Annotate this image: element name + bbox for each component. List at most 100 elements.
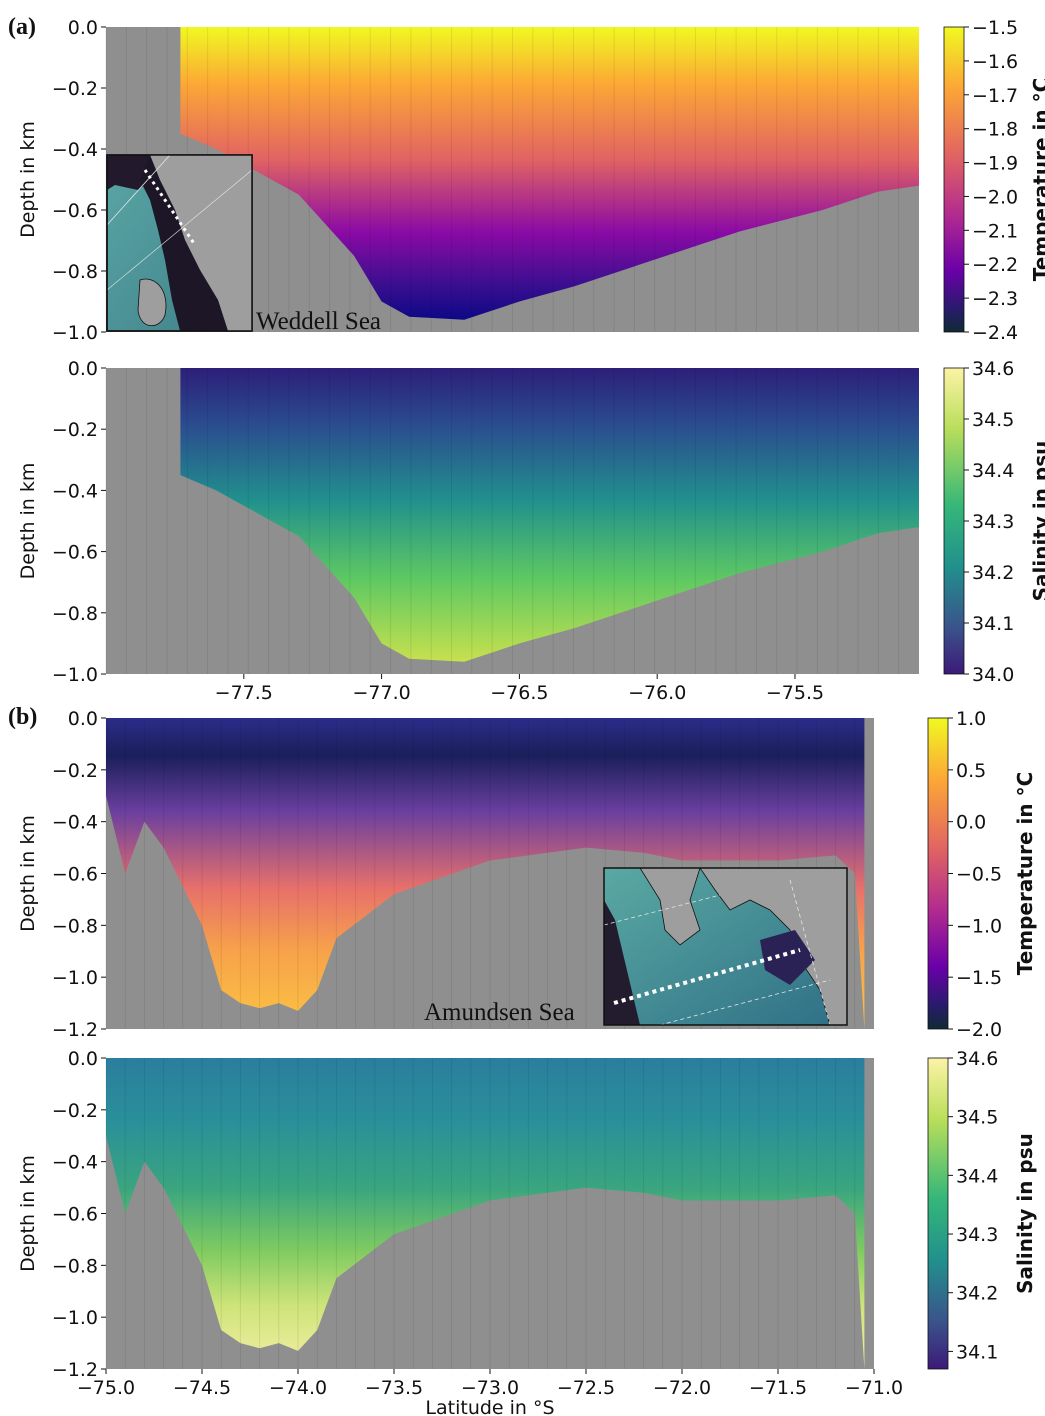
y-tick-label: −0.8 [52,915,98,937]
y-axis-label: Depth in km [17,121,39,238]
x-tick-label: −77.5 [215,682,273,704]
colorbar-tick-label: −2.0 [956,1019,1002,1041]
b-sal-water-section [106,1058,865,1369]
y-tick-label: −1.0 [52,967,98,989]
a-sal-water-section [180,368,920,662]
colorbar-gradient [927,717,949,1030]
y-tick-label: −0.8 [52,261,98,283]
colorbar-tick-label: 34.2 [972,562,1014,584]
colorbar-tick-label: 34.0 [972,664,1014,686]
y-tick-label: 0.0 [68,17,98,39]
colorbar-tick-label: 34.5 [956,1107,998,1129]
colorbar-tick-label: −1.5 [956,967,1002,989]
colorbar-tick-label: 34.1 [956,1341,998,1363]
x-axis-label: Latitude in °S [425,1397,554,1416]
x-tick-label: −75.5 [766,682,824,704]
panel-b-tag: (b) [8,704,37,730]
y-tick-label: 0.0 [68,1048,98,1070]
amundsen-sea-label: Amundsen Sea [424,999,575,1026]
colorbar-tick-label: 34.4 [972,460,1014,482]
x-tick-label: −73.0 [461,1377,519,1399]
y-tick-label: −1.0 [52,664,98,686]
y-tick-label: −1.0 [52,322,98,344]
colorbar-label: Temperature in °C [1013,772,1037,976]
x-tick-label: −72.0 [653,1377,711,1399]
a-sal-panel: 0.0 −0.2 −0.4 −0.6 −0.8 −1.0 Depth in km −77.5 −… [17,358,1045,704]
b-temp-colorbar: 1.0 0.5 0.0 −0.5 −1.0 −1.5 −2.0 Temperature in … [927,708,1037,1041]
y-tick-label: −1.2 [52,1359,98,1381]
colorbar-label: Salinity in psu [1013,1133,1037,1294]
y-axis-label: Depth in km [17,1155,39,1272]
y-tick-label: −0.8 [52,603,98,625]
y-tick-label: −0.2 [52,1100,98,1122]
y-tick-label: 0.0 [68,358,98,380]
x-tick-label: −74.0 [269,1377,327,1399]
a-sal-colorbar: 34.6 34.5 34.4 34.3 34.2 34.1 34.0 Salinity in … [943,358,1045,686]
y-tick-label: −1.0 [52,1307,98,1329]
x-tick-label: −71.5 [749,1377,807,1399]
colorbar-tick-label: −1.8 [972,119,1018,141]
colorbar-tick-label: 34.4 [956,1165,998,1187]
amundsen-sea-inset-map [603,867,848,1026]
colorbar-tick-label: 34.5 [972,409,1014,431]
colorbar-tick-label: 1.0 [956,708,986,730]
y-tick-label: −0.6 [52,864,98,886]
y-axis-label: Depth in km [17,815,39,932]
colorbar-label: Temperature in °C [1029,78,1045,282]
b-sal-colorbar: 34.6 34.5 34.4 34.3 34.2 34.1 Salinity in psu [927,1048,1037,1370]
colorbar-tick-label: −1.6 [972,51,1018,73]
colorbar-tick-label: −2.0 [972,186,1018,208]
x-tick-label: −77.0 [352,682,410,704]
weddell-sea-inset-map [106,154,253,332]
y-tick-label: 0.0 [68,708,98,730]
panel-a-tag: (a) [8,14,36,40]
colorbar-tick-label: −0.5 [956,864,1002,886]
colorbar-tick-label: 34.1 [972,613,1014,635]
colorbar-tick-label: −1.0 [956,915,1002,937]
a-sal-model-columns [105,368,900,674]
colorbar-tick-label: 34.6 [956,1048,998,1070]
colorbar-gradient [943,367,965,675]
y-tick-label: −0.2 [52,760,98,782]
b-sal-panel: 0.0 −0.2 −0.4 −0.6 −0.8 −1.0 −1.2 Depth in km −7… [17,1048,1037,1416]
y-tick-label: −0.8 [52,1255,98,1277]
colorbar-gradient [943,26,965,333]
y-tick-label: −0.6 [52,200,98,222]
colorbar-tick-label: −1.5 [972,17,1018,39]
y-axis-label: Depth in km [17,463,39,580]
y-tick-label: −0.4 [52,812,98,834]
colorbar-gradient [927,1057,949,1370]
y-tick-label: −0.4 [52,139,98,161]
colorbar-tick-label: −2.1 [972,220,1018,242]
colorbar-tick-label: −2.4 [972,322,1018,344]
x-tick-label: −71.0 [845,1377,903,1399]
x-tick-label: −76.5 [490,682,548,704]
a-temp-water-section [180,27,920,320]
colorbar-tick-label: −2.3 [972,288,1018,310]
colorbar-tick-label: −2.2 [972,254,1018,276]
colorbar-tick-label: 34.6 [972,358,1014,380]
x-tick-label: −73.5 [365,1377,423,1399]
colorbar-tick-label: 34.2 [956,1283,998,1305]
x-tick-label: −72.5 [557,1377,615,1399]
b-sal-model-columns [105,1058,856,1369]
b-temp-panel: 0.0 −0.2 −0.4 −0.6 −0.8 −1.0 −1.2 Depth in km 1.… [17,708,1037,1041]
colorbar-tick-label: 0.0 [956,812,986,834]
colorbar-label: Salinity in psu [1029,441,1045,602]
b-temp-water-section [106,718,865,1029]
y-tick-label: −0.2 [52,419,98,441]
colorbar-tick-label: 0.5 [956,760,986,782]
y-tick-label: −0.4 [52,1152,98,1174]
y-tick-label: −0.6 [52,542,98,564]
y-tick-label: −0.6 [52,1204,98,1226]
colorbar-tick-label: 34.3 [956,1224,998,1246]
y-tick-label: −1.2 [52,1019,98,1041]
x-tick-label: −74.5 [173,1377,231,1399]
weddell-sea-label: Weddell Sea [256,308,381,335]
x-tick-label: −76.0 [628,682,686,704]
colorbar-tick-label: −1.9 [972,153,1018,175]
y-tick-label: −0.2 [52,78,98,100]
colorbar-tick-label: −1.7 [972,85,1018,107]
a-temp-colorbar: −1.5 −1.6 −1.7 −1.8 −1.9 −2.0 −2.1 −2.2 −2.3 −2.4… [943,17,1045,344]
y-tick-label: −0.4 [52,480,98,502]
